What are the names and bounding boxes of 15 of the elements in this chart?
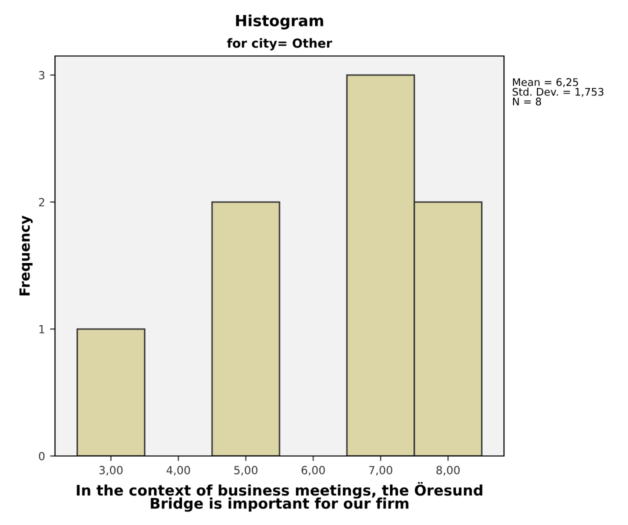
x-axis-title: In the context of business meetings, the Öresund Bridge is important for our firm — [76, 482, 482, 512]
y-tick-label: 2 — [39, 198, 44, 206]
y-axis-title: Frequency — [20, 216, 33, 296]
chart-subtitle: for city= Other — [227, 38, 332, 50]
x-tick-label: 7,00 — [369, 466, 392, 476]
y-tick-label: 3 — [39, 71, 44, 80]
y-tick-label: 1 — [39, 325, 44, 334]
x-tick-label: 8,00 — [436, 466, 460, 476]
x-tick-label: 3,00 — [99, 466, 123, 476]
x-tick-label: 4,00 — [166, 466, 190, 476]
y-tick-label: 0 — [38, 452, 45, 460]
x-tick-label: 6,00 — [302, 466, 325, 476]
x-tick-label: 5,00 — [234, 466, 258, 476]
chart-title: Histogram — [236, 14, 324, 30]
text: Mean = 6,25 Std. Dev. = 1,753 N = 8 — [512, 78, 604, 106]
